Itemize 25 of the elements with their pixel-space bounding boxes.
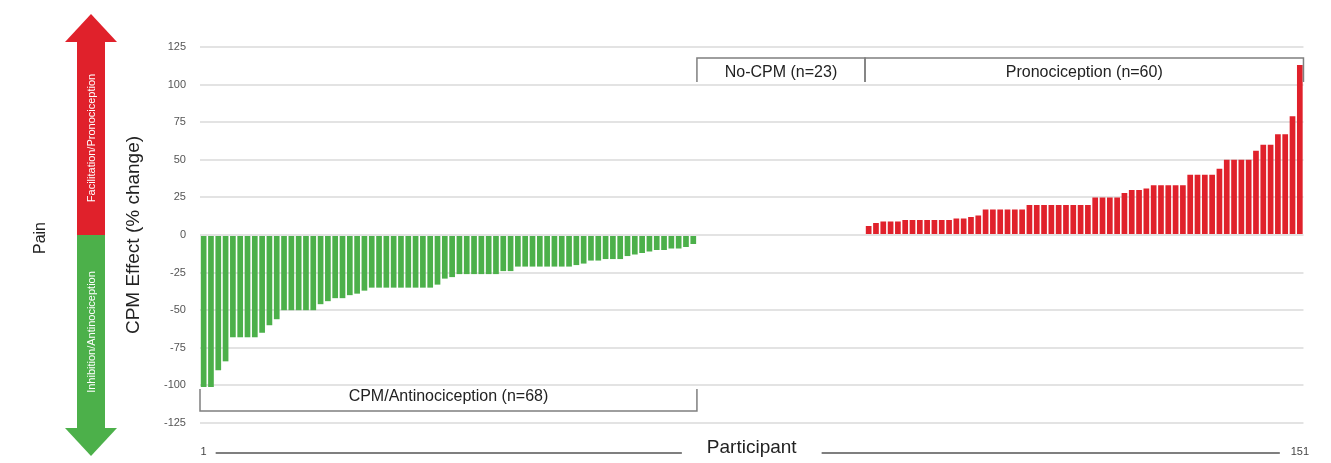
y-tick-label: 50 [173, 152, 186, 165]
text: Inhibition/Antinociception [85, 271, 97, 393]
y-axis-title: CPM Effect (% change) [121, 135, 143, 335]
x-tick-label: 151 [1290, 444, 1309, 457]
y-tick-label: -75 [170, 340, 186, 353]
bar [646, 236, 653, 252]
annotation: Pronociception (n=60) [1005, 63, 1163, 81]
bar [887, 221, 894, 234]
x-tick-label: 1 [200, 444, 207, 457]
annotation: CPM/Antinociception (n=68) [348, 387, 549, 405]
y-tick-label: 75 [173, 115, 186, 128]
y-tick-label: 0 [179, 228, 186, 241]
y-tick-label: -50 [170, 303, 186, 316]
y-tick-label: -125 [163, 416, 186, 429]
y-tick-label: 125 [167, 40, 186, 53]
x-axis-title: Participant [706, 435, 798, 457]
y-tick-label: -25 [170, 265, 186, 278]
text: Pain [31, 221, 49, 255]
y-tick-label: 25 [173, 190, 186, 203]
annotation: No-CPM (n=23) [724, 63, 838, 81]
bar [953, 218, 960, 234]
y-tick-label: 100 [167, 77, 186, 90]
bar [668, 236, 675, 249]
y-tick-label: -100 [163, 378, 186, 391]
text: Facilitation/Pronociception [85, 73, 97, 203]
